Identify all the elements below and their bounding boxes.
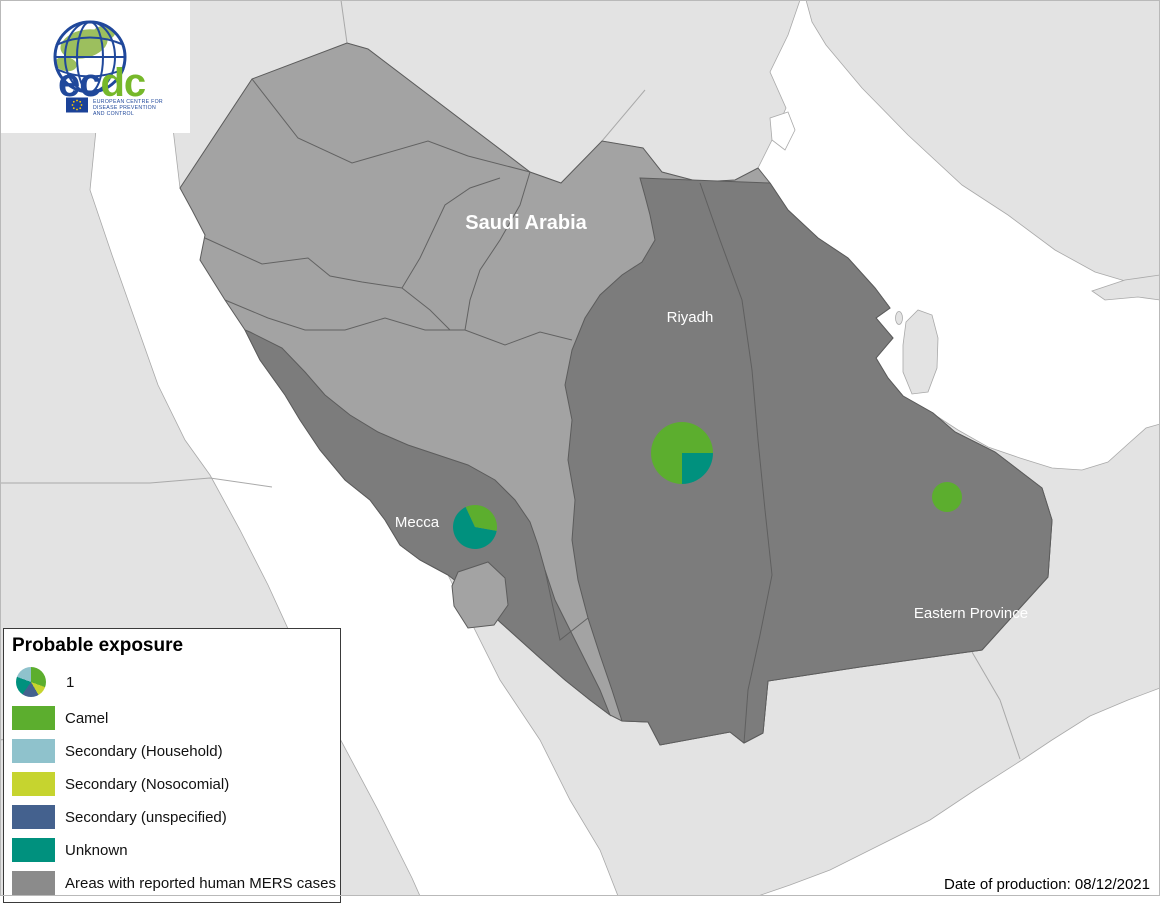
- legend-item-secondary-nosocomial: Secondary (Nosocomial): [12, 772, 332, 796]
- musandam-land: [1091, 274, 1160, 301]
- legend-title: Probable exposure: [12, 635, 184, 656]
- date-of-production: Date of production: 08/12/2021: [944, 876, 1150, 893]
- yemen-oman-border: [971, 651, 1021, 760]
- pie-mecca: [453, 504, 498, 549]
- secondary-household-swatch: [12, 739, 55, 763]
- province-borders: [204, 78, 773, 744]
- legend-item-secondary-household: Secondary (Household): [12, 739, 332, 763]
- pie-eastern-province: [932, 482, 962, 512]
- iraq-kuwait-border: [601, 89, 646, 142]
- iran-land: [805, 0, 1160, 291]
- svg-text:DISEASE PREVENTION: DISEASE PREVENTION: [93, 105, 156, 111]
- mecca-province-affected: [243, 329, 612, 717]
- unknown-swatch: [12, 838, 55, 862]
- pie-mecca-camel-slice: [465, 504, 498, 531]
- ecdc-logo: ecdc EUROPEAN CENTRE FOR DISEASE PREVENT…: [0, 0, 190, 133]
- globe-icon: [53, 20, 127, 94]
- legend-panel: Probable exposure 1 Camel Secondary (Hou…: [3, 628, 341, 903]
- al-baha-enclave: [451, 561, 509, 629]
- ecdc-tagline: EUROPEAN CENTRE FOR DISEASE PREVENTION A…: [93, 99, 163, 117]
- ecdc-logo-graphic: ecdc EUROPEAN CENTRE FOR DISEASE PREVENT…: [53, 20, 163, 117]
- legend-item-camel: Camel: [12, 706, 332, 730]
- legend-size-row: 1: [12, 667, 332, 697]
- jordan-iraq-border: [340, 0, 348, 44]
- africa-country-border: [0, 477, 273, 488]
- affected-areas-swatch: [12, 871, 55, 895]
- qatar-land: [902, 309, 939, 395]
- legend-item-unknown: Unknown: [12, 838, 332, 862]
- pie-mecca-unknown-slice: [453, 507, 497, 549]
- bahrain-island: [895, 311, 903, 325]
- kuwait-bay: [769, 111, 796, 151]
- secondary-nosocomial-swatch: [12, 772, 55, 796]
- eu-flag-icon: [66, 97, 88, 113]
- pie-riyadh: [651, 422, 713, 484]
- pie-size-label: 1: [66, 673, 75, 691]
- camel-swatch: [12, 706, 55, 730]
- mecca-label: Mecca: [395, 514, 440, 531]
- eastern-province-label: Eastern Province: [914, 605, 1028, 622]
- legend-item-affected-areas: Areas with reported human MERS cases: [12, 871, 336, 895]
- secondary-unspecified-swatch: [12, 805, 55, 829]
- pie-riyadh-unknown-slice: [682, 453, 713, 484]
- country-label: Saudi Arabia: [465, 212, 587, 234]
- pie-size-icon: [16, 667, 46, 697]
- legend-item-secondary-unspecified: Secondary (unspecified): [12, 805, 332, 829]
- svg-text:EUROPEAN CENTRE FOR: EUROPEAN CENTRE FOR: [93, 99, 163, 105]
- riyadh-label: Riyadh: [667, 309, 714, 326]
- svg-text:AND CONTROL: AND CONTROL: [93, 111, 134, 117]
